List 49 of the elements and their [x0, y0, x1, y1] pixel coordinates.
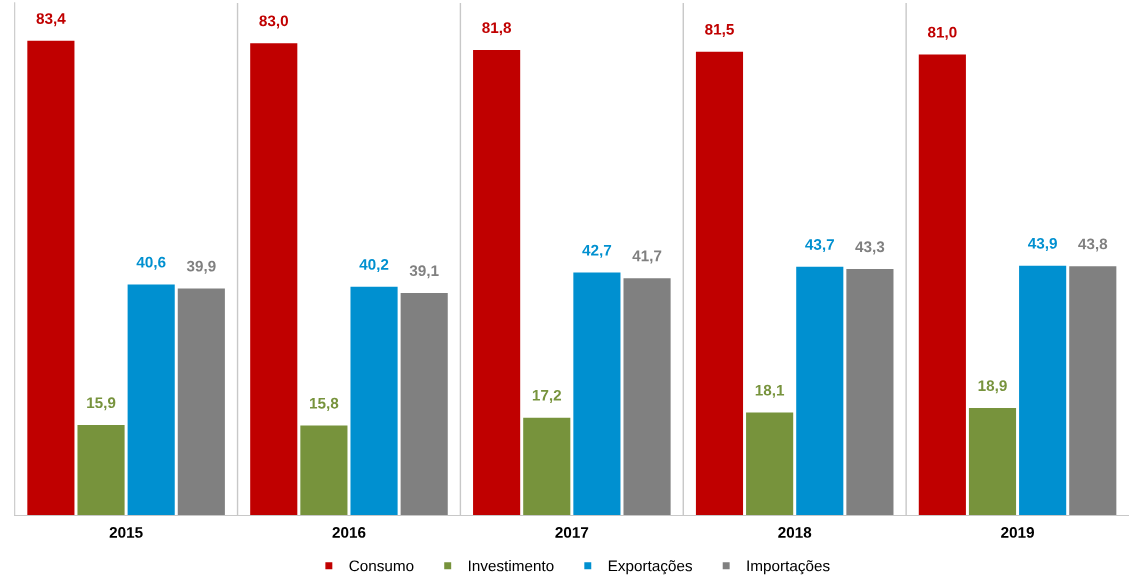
data-label: 81,0: [927, 26, 957, 40]
x-tick-label: 2018: [778, 527, 812, 538]
data-label: 39,1: [409, 265, 439, 279]
bar: [573, 272, 621, 516]
data-label: 83,0: [259, 15, 288, 29]
bar: [796, 266, 844, 516]
data-label: 43,7: [805, 239, 834, 253]
data-label: 17,2: [532, 389, 562, 403]
bar: [968, 407, 1017, 516]
bar: [400, 292, 448, 516]
bar: [746, 412, 794, 516]
bar: [918, 54, 966, 516]
bar: [250, 43, 298, 516]
x-tick-label: 2016: [332, 527, 366, 538]
data-label: 41,7: [632, 250, 662, 264]
bar: [523, 417, 571, 516]
data-label: 42,7: [582, 244, 612, 258]
bar: [77, 425, 125, 516]
bar: [695, 51, 744, 516]
x-tick-label: 2015: [109, 527, 143, 538]
data-label: 15,9: [87, 397, 116, 411]
data-label: 39,9: [186, 260, 216, 274]
bar: [300, 425, 348, 516]
data-label: 83,4: [36, 13, 66, 27]
legend-label: Investimento: [468, 560, 554, 572]
bar: [846, 269, 894, 516]
data-label: 43,9: [1028, 237, 1057, 251]
legend-label: Exportações: [608, 560, 693, 575]
data-label: 43,3: [855, 241, 885, 255]
bar: [177, 288, 225, 516]
bar: [623, 278, 671, 516]
x-tick-label: 2017: [555, 527, 589, 538]
bar: [1069, 266, 1117, 516]
bar: [350, 286, 398, 516]
data-label: 81,8: [482, 22, 512, 36]
bar: [27, 40, 75, 516]
data-label: 40,6: [136, 256, 166, 270]
data-label: 40,2: [359, 259, 389, 273]
legend-label: Importações: [747, 560, 830, 575]
data-label: 81,5: [705, 23, 734, 37]
data-label: 15,8: [310, 397, 339, 411]
legend-label: Consumo: [349, 560, 414, 572]
data-label: 18,9: [978, 380, 1007, 394]
bar: [127, 284, 175, 516]
data-label: 18,1: [755, 384, 785, 398]
bar: [1019, 265, 1067, 516]
bar: [473, 49, 521, 516]
data-label: 43,8: [1078, 238, 1108, 252]
x-tick-label: 2019: [1001, 527, 1034, 538]
